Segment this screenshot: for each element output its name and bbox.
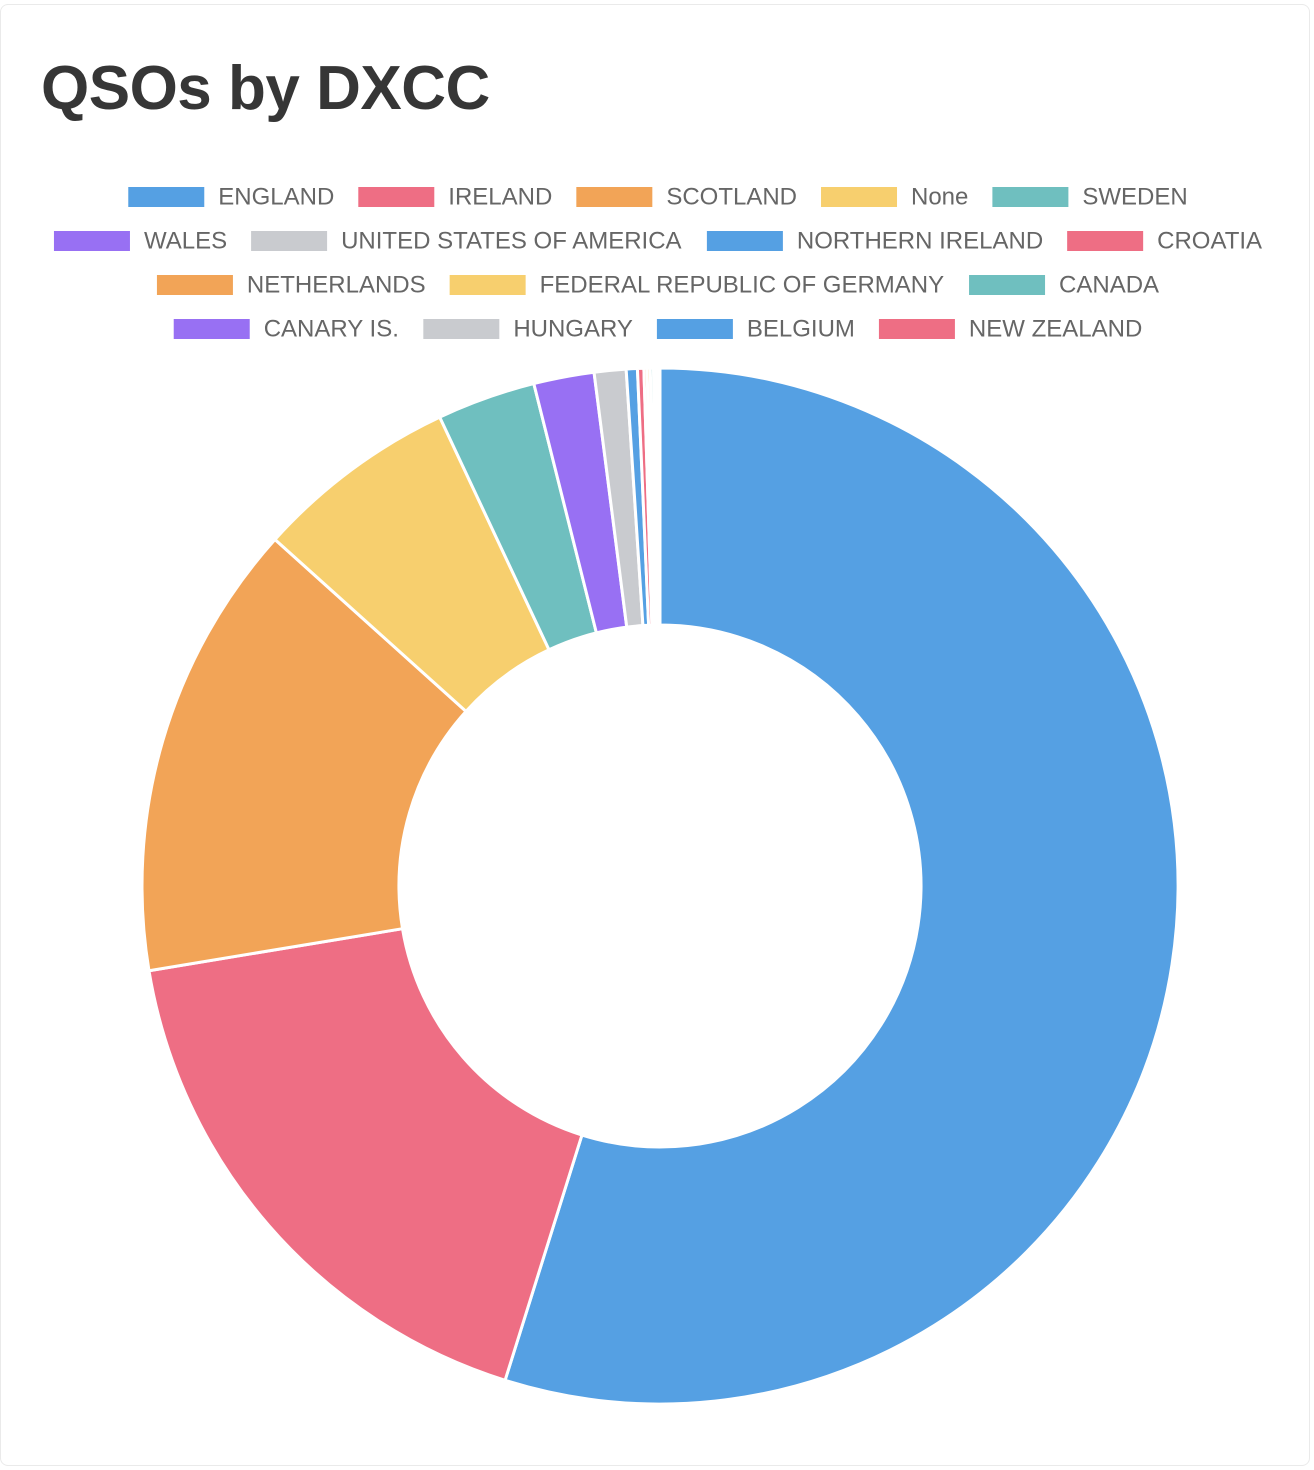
legend-label: CANADA	[1059, 272, 1159, 299]
legend-label: IRELAND	[448, 184, 552, 211]
legend-label: None	[911, 184, 968, 211]
legend-item-none[interactable]: None	[821, 184, 968, 211]
legend-label: NEW ZEALAND	[969, 316, 1142, 343]
legend-swatch	[821, 187, 898, 207]
slice-ireland[interactable]	[147, 927, 584, 1382]
legend-item-netherlands[interactable]: NETHERLANDS	[156, 272, 426, 299]
legend-item-wales[interactable]: WALES	[53, 228, 227, 255]
legend-swatch	[706, 231, 783, 251]
legend-swatch	[992, 187, 1069, 207]
legend-label: CROATIA	[1157, 228, 1262, 255]
legend-item-new-zealand[interactable]: NEW ZEALAND	[878, 316, 1142, 343]
legend-swatch	[423, 319, 500, 339]
legend-label: WALES	[144, 228, 227, 255]
legend-item-ireland[interactable]: IRELAND	[358, 184, 552, 211]
legend-item-scotland[interactable]: SCOTLAND	[576, 184, 797, 211]
legend-label: FEDERAL REPUBLIC OF GERMANY	[540, 272, 945, 299]
legend-label: NETHERLANDS	[247, 272, 426, 299]
chart-legend: ENGLAND IRELAND SCOTLAND None SWEDEN WALES UNI…	[53, 184, 1262, 343]
legend-label: SWEDEN	[1082, 184, 1187, 211]
legend-swatch	[1067, 231, 1144, 251]
legend-item-england[interactable]: ENGLAND	[128, 184, 334, 211]
legend-label: BELGIUM	[747, 316, 855, 343]
legend-item-canada[interactable]: CANADA	[969, 272, 1159, 299]
legend-swatch	[656, 319, 733, 339]
legend-item-federal-republic-of-germany[interactable]: FEDERAL REPUBLIC OF GERMANY	[449, 272, 945, 299]
legend-swatch	[358, 187, 435, 207]
legend-swatch	[576, 187, 653, 207]
legend-swatch	[173, 319, 250, 339]
legend-swatch	[156, 275, 233, 295]
legend-item-sweden[interactable]: SWEDEN	[992, 184, 1188, 211]
legend-label: ENGLAND	[218, 184, 334, 211]
legend-item-croatia[interactable]: CROATIA	[1067, 228, 1262, 255]
legend-swatch	[251, 231, 328, 251]
legend-swatch	[969, 275, 1046, 295]
legend-item-northern-ireland[interactable]: NORTHERN IRELAND	[706, 228, 1043, 255]
slice-new-zealand[interactable]	[656, 366, 662, 627]
legend-label: NORTHERN IRELAND	[797, 228, 1043, 255]
legend-item-united-states-of-america[interactable]: UNITED STATES OF AMERICA	[251, 228, 682, 255]
slice-scotland[interactable]	[140, 537, 468, 973]
legend-swatch	[449, 275, 526, 295]
legend-label: HUNGARY	[513, 316, 633, 343]
legend-swatch	[878, 319, 955, 339]
legend-label: SCOTLAND	[666, 184, 797, 211]
legend-item-belgium[interactable]: BELGIUM	[656, 316, 855, 343]
legend-item-hungary[interactable]: HUNGARY	[423, 316, 633, 343]
legend-label: CANARY IS.	[264, 316, 399, 343]
chart-slices	[140, 366, 1180, 1406]
legend-item-canary-is[interactable]: CANARY IS.	[173, 316, 399, 343]
legend-label: UNITED STATES OF AMERICA	[341, 228, 681, 255]
legend-swatch	[53, 231, 130, 251]
legend-swatch	[128, 187, 205, 207]
chart-title: QSOs by DXCC	[41, 54, 490, 123]
slice-england[interactable]	[503, 366, 1180, 1406]
